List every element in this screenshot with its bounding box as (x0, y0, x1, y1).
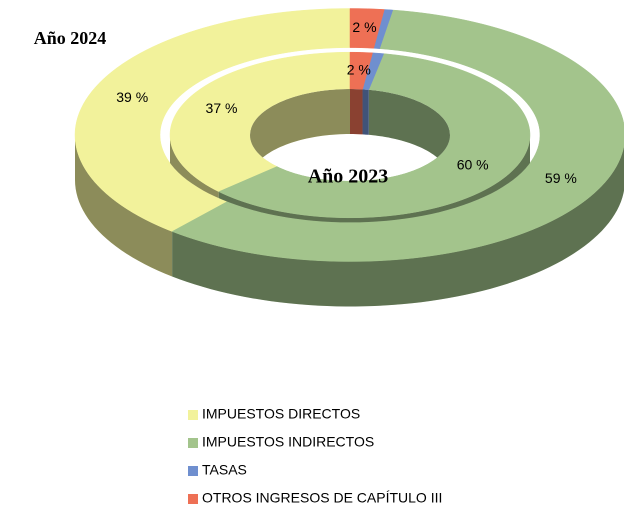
legend-label: IMPUESTOS INDIRECTOS (202, 434, 374, 450)
data-label: 2 % (352, 19, 376, 35)
legend-label: IMPUESTOS DIRECTOS (202, 406, 360, 422)
data-label: 60 % (457, 157, 489, 173)
series-label: Año 2024 (34, 28, 107, 48)
slice-side (368, 89, 450, 180)
slice-side (250, 89, 350, 180)
slice-side-shade (362, 89, 369, 135)
legend: IMPUESTOS DIRECTOS IMPUESTOS INDIRECTOS TA… (188, 406, 442, 506)
slice-side-shade (75, 135, 173, 277)
legend-swatch (188, 494, 198, 504)
legend-swatch (188, 410, 198, 420)
legend-label: OTROS INGRESOS DE CAPÍTULO III (202, 490, 442, 506)
slice (349, 8, 385, 49)
slice-side-shade (250, 89, 350, 180)
labels: 39 % 59 % 2 % 37 % 60 % 2 % (116, 19, 577, 186)
data-label: 39 % (116, 89, 148, 105)
slice-side (172, 145, 624, 307)
hole-wall (250, 89, 450, 181)
data-label: 59 % (545, 170, 577, 186)
slice-side (350, 89, 363, 135)
series-label: Año 2023 (308, 166, 389, 188)
slice-side (362, 89, 369, 135)
legend-swatch (188, 438, 198, 448)
slice-side-shade (368, 89, 450, 180)
data-label: 37 % (206, 100, 238, 116)
slice-side (75, 135, 173, 277)
slice-side-shade (350, 89, 363, 135)
legend-swatch (188, 466, 198, 476)
legend-label: TASAS (202, 462, 247, 478)
data-label: 2 % (347, 61, 371, 77)
side-walls (75, 135, 624, 307)
slice-side-shade (172, 145, 624, 307)
